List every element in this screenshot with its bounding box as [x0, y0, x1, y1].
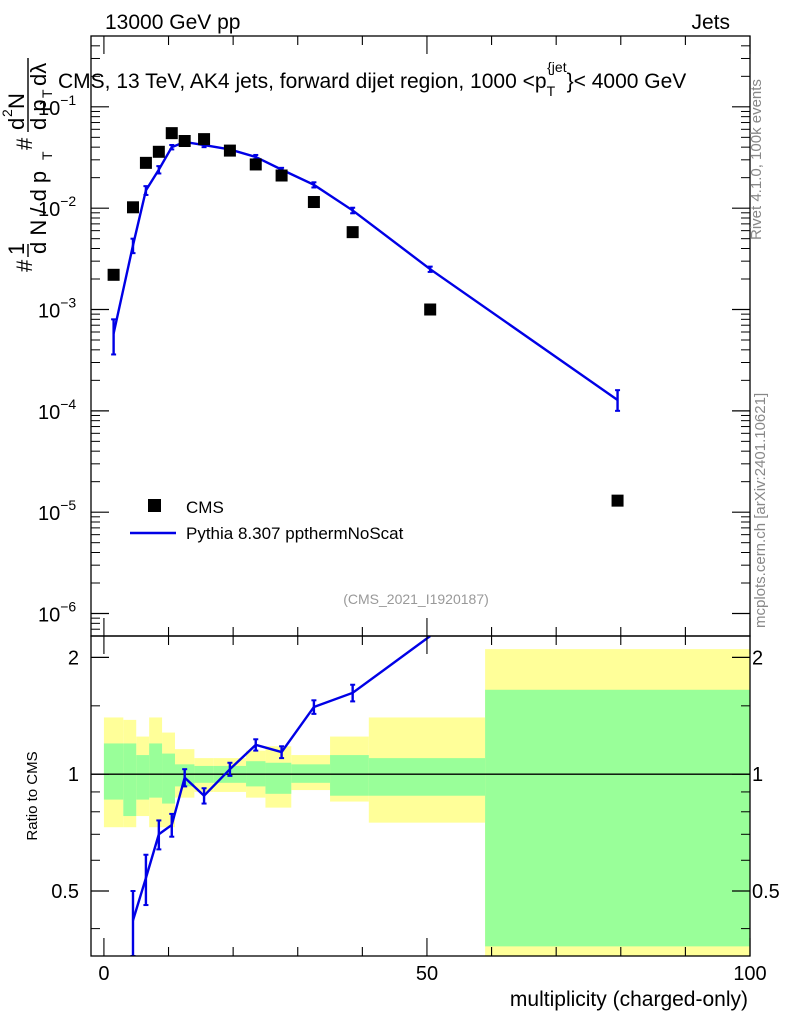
cms-data-point: [249, 158, 262, 171]
cms-data-point: [139, 156, 152, 169]
ylabel-hash-2: #: [12, 137, 37, 150]
ylabel-sub-t: T: [39, 151, 55, 160]
ylabel-sub-t-2: T: [39, 89, 55, 98]
ratio-panel: 0.5 0.5 1 1 2 2 0 50 100 Ratio to CMS multiplici…: [24, 635, 780, 1011]
cms-data-point: [165, 127, 178, 140]
ratio-ylabel: Ratio to CMS: [24, 751, 41, 840]
legend-label-cms: CMS: [186, 498, 224, 517]
main-ylabel: # 1 d N / d p T # d 2 N d p T dλ: [0, 58, 55, 272]
legend-marker-cms: [148, 499, 161, 512]
ylabel-d: d: [4, 118, 29, 130]
ratio-xtick-label: 0: [98, 963, 109, 985]
ratio-ytick-label: 0.5: [51, 881, 79, 903]
plot-title-sub: T: [547, 83, 556, 99]
ylabel-dlambda: dλ: [26, 63, 51, 86]
band-inner: [103, 743, 124, 800]
ratio-axis-ticks: 0.5 0.5 1 1 2 2 0 50 100: [51, 636, 780, 985]
ratio-xtick-label: 50: [416, 963, 438, 985]
cms-data-point: [198, 133, 211, 146]
band-inner: [485, 689, 750, 947]
ratio-ytick-label: 1: [68, 764, 79, 786]
ylabel-one: 1: [4, 243, 29, 255]
cms-data-point: [126, 201, 139, 214]
ratio-xtick-label: 100: [733, 963, 766, 985]
main-ytick-label: 10−2: [38, 193, 76, 221]
cms-data-point: [424, 303, 437, 316]
mc-curve: [112, 140, 619, 401]
plot-title-suffix: }< 4000 GeV: [567, 70, 687, 93]
legend-label-pythia: Pythia 8.307 ppthermNoScat: [186, 524, 404, 543]
header-jets-label: Jets: [691, 11, 730, 34]
band-inner: [123, 743, 137, 817]
cms-data-point: [107, 268, 120, 281]
main-ytick-label: 10−6: [38, 599, 76, 627]
cms-data-point: [346, 226, 359, 239]
header-energy-label: 13000 GeV pp: [105, 11, 240, 34]
plot-title-prefix: CMS, 13 TeV, AK4 jets, forward dijet reg…: [58, 70, 547, 93]
main-axis-ticks: 10−6 10−5 10−4 10−3 10−2 10−1: [38, 35, 751, 636]
band-inner: [162, 753, 175, 804]
ratio-ytick-label: 2: [68, 647, 79, 669]
ratio-curve: [131, 636, 431, 921]
cms-data-point: [178, 135, 191, 148]
legend: CMS Pythia 8.307 ppthermNoScat: [130, 498, 404, 543]
ylabel-n: N: [4, 93, 29, 109]
ylabel-hash-1: #: [12, 259, 37, 272]
ylabel-den: d p: [26, 99, 51, 130]
main-ytick-label: 10−4: [38, 396, 76, 424]
cms-data-point: [152, 145, 165, 158]
cms-data-point: [223, 144, 236, 157]
band-inner: [136, 755, 150, 800]
cms-data-point: [611, 494, 624, 507]
ratio-ytick-label-right: 2: [752, 647, 763, 669]
cms-data-point: [275, 169, 288, 182]
main-panel: 10−6 10−5 10−4 10−3 10−2 10−1 CMS, 13 TeV, AK…: [0, 35, 751, 637]
ratio-ytick-label-right: 0.5: [752, 881, 780, 903]
ratio-uncertainty-bands: [91, 649, 750, 956]
main-series-layer: [107, 127, 624, 507]
ylabel-two: 2: [0, 109, 15, 117]
cms-data-point: [307, 196, 320, 209]
ylabel-dn: d N / d p: [26, 171, 51, 254]
main-plot-frame: [90, 35, 751, 637]
ratio-plot-frame: [90, 635, 751, 957]
main-ytick-label: 10−3: [38, 295, 76, 323]
main-ytick-label: 10−1: [38, 92, 76, 120]
band-inner: [330, 755, 369, 796]
analysis-watermark: (CMS_2021_I1920187): [343, 591, 489, 607]
main-ytick-label: 10−5: [38, 497, 76, 525]
rivet-version-label: Rivet 4.1.0, 100k events: [748, 79, 765, 240]
band-inner: [265, 762, 292, 794]
band-inner: [149, 743, 163, 798]
plot-title-sup: {jet: [547, 59, 567, 75]
band-inner: [368, 758, 486, 796]
ratio-series-layer: [130, 636, 431, 956]
ratio-xlabel: multiplicity (charged-only): [510, 988, 748, 1011]
plot-title: CMS, 13 TeV, AK4 jets, forward dijet reg…: [58, 59, 686, 99]
ratio-clipped-group: [130, 636, 431, 956]
ratio-ytick-label-right: 1: [752, 764, 763, 786]
mcplots-source-label: mcplots.cern.ch [arXiv:2401.10621]: [752, 393, 769, 628]
